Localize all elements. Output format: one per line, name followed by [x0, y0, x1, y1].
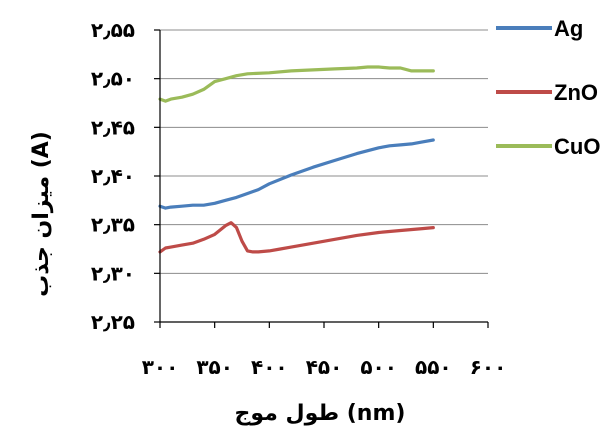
y-tick-label: ۲٫۴۰ — [91, 164, 135, 188]
x-tick-labels: ۳۰۰ ۳۵۰ ۴۰۰ ۴۵۰ ۵۰۰ ۵۵۰ ۶۰۰ — [142, 355, 507, 379]
y-axis-title: میزان جذب (A) — [29, 131, 54, 297]
series-line-ag — [158, 138, 435, 210]
gridlines — [160, 29, 488, 274]
legend-label-zno: ZnO — [554, 80, 598, 105]
y-tick-label: ۲٫۵۰ — [91, 67, 135, 91]
x-tick-label: ۳۵۰ — [196, 355, 233, 379]
x-axis-title: طول موج (nm) — [235, 401, 406, 426]
y-tick-labels: ۲٫۵۵ ۲٫۵۰ ۲٫۴۵ ۲٫۴۰ ۲٫۳۵ ۲٫۳۰ ۲٫۲۵ — [91, 18, 135, 334]
y-tick-label: ۲٫۴۵ — [91, 115, 135, 139]
axes — [154, 29, 489, 328]
x-tick-label: ۵۰۰ — [360, 355, 397, 379]
x-tick-label: ۶۰۰ — [470, 355, 507, 379]
legend: Ag ZnO CuO — [496, 16, 600, 159]
legend-label-ag: Ag — [554, 16, 583, 41]
y-tick-label: ۲٫۳۰ — [91, 261, 135, 285]
y-tick-label: ۲٫۳۵ — [91, 213, 135, 237]
series-lines — [158, 65, 435, 254]
x-tick-label: ۴۵۰ — [306, 355, 343, 379]
series-line-cuo — [158, 65, 435, 103]
x-tick-label: ۳۰۰ — [142, 355, 179, 379]
y-tick-label: ۲٫۵۵ — [91, 18, 135, 42]
legend-label-cuo: CuO — [554, 134, 600, 159]
y-tick-label: ۲٫۲۵ — [91, 310, 135, 334]
series-line-zno — [158, 221, 435, 254]
x-tick-label: ۵۵۰ — [415, 355, 452, 379]
x-tick-label: ۴۰۰ — [251, 355, 288, 379]
